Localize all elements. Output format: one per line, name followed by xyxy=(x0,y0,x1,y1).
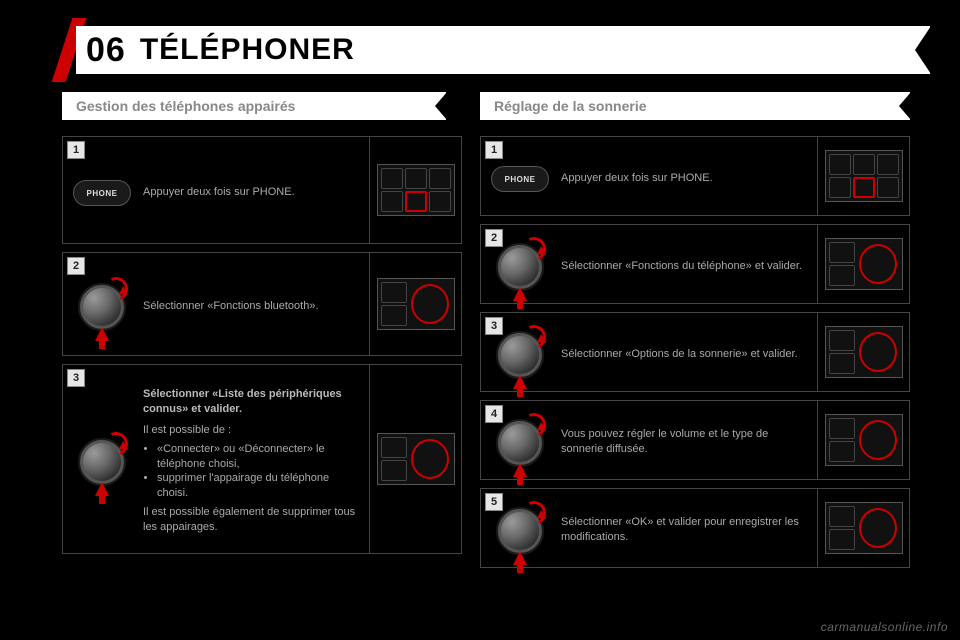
panel-thumbnail xyxy=(825,502,903,554)
step-text: Vous pouvez régler le volume et le type … xyxy=(559,401,817,479)
panel-thumbnail xyxy=(825,238,903,290)
phone-button-icon: PHONE xyxy=(73,180,131,206)
step-instruction: Appuyer deux fois sur PHONE. xyxy=(143,185,363,200)
step-extra-outro: Il est possible également de supprimer t… xyxy=(143,505,363,535)
step-text: Appuyer deux fois sur PHONE. xyxy=(559,137,817,215)
left-step-1: 1 PHONE Appuyer deux fois sur PHONE. xyxy=(62,136,462,244)
step-instruction: Vous pouvez régler le volume et le type … xyxy=(561,427,811,457)
step-bullets: «Connecter» ou «Déconnecter» le téléphon… xyxy=(157,442,363,501)
bullet: supprimer l'appairage du téléphone chois… xyxy=(157,471,363,501)
highlight-knob-icon xyxy=(411,439,449,479)
step-instruction: Appuyer deux fois sur PHONE. xyxy=(561,171,811,186)
step-instruction: Sélectionner «Fonctions bluetooth». xyxy=(143,299,363,314)
thumb-cell xyxy=(817,401,909,479)
step-instruction: Sélectionner «OK» et valider pour enregi… xyxy=(561,515,811,545)
right-step-5: 5 Sélectionner «OK» et valider pour enre… xyxy=(480,488,910,568)
step-text: Appuyer deux fois sur PHONE. xyxy=(141,137,369,243)
highlight-knob-icon xyxy=(859,508,897,548)
panel-thumbnail xyxy=(377,433,455,485)
thumb-cell xyxy=(817,489,909,567)
step-instruction: Sélectionner «Fonctions du téléphone» et… xyxy=(561,259,811,274)
step-text: Sélectionner «OK» et valider pour enregi… xyxy=(559,489,817,567)
left-step-2: 2 Sélectionner «Fonctions bluetooth». xyxy=(62,252,462,356)
title-bar: 06 TÉLÉPHONER xyxy=(76,26,930,74)
step-number: 1 xyxy=(485,141,503,159)
panel-thumbnail xyxy=(825,326,903,378)
section-number: 06 xyxy=(86,31,126,70)
rotary-knob-icon xyxy=(78,438,126,486)
subtitle-left: Gestion des téléphones appairés xyxy=(62,92,446,120)
watermark: carmanualsonline.info xyxy=(821,620,948,634)
highlight-knob-icon xyxy=(859,420,897,460)
rotary-knob-icon xyxy=(496,507,544,555)
rotary-knob-icon xyxy=(496,331,544,379)
thumb-cell xyxy=(817,137,909,215)
panel-thumbnail xyxy=(377,164,455,216)
step-extra-intro: Il est possible de : xyxy=(143,423,363,438)
rotary-knob-icon xyxy=(496,419,544,467)
step-text: Sélectionner «Options de la sonnerie» et… xyxy=(559,313,817,391)
panel-thumbnail xyxy=(825,150,903,202)
subtitle-right: Réglage de la sonnerie xyxy=(480,92,910,120)
highlight-rect-icon xyxy=(853,177,875,198)
right-step-3: 3 Sélectionner «Options de la sonnerie» … xyxy=(480,312,910,392)
right-step-2: 2 Sélectionner «Fonctions du téléphone» … xyxy=(480,224,910,304)
thumb-cell xyxy=(369,365,461,553)
step-instruction: Sélectionner «Liste des périphériques co… xyxy=(143,387,363,417)
control-cell xyxy=(63,365,141,553)
phone-button-icon: PHONE xyxy=(491,166,549,192)
thumb-cell xyxy=(817,313,909,391)
bullet: «Connecter» ou «Déconnecter» le téléphon… xyxy=(157,442,363,472)
step-text: Sélectionner «Liste des périphériques co… xyxy=(141,365,369,553)
highlight-rect-icon xyxy=(405,191,427,212)
rotary-knob-icon xyxy=(78,283,126,331)
highlight-knob-icon xyxy=(859,332,897,372)
step-number: 3 xyxy=(67,369,85,387)
highlight-knob-icon xyxy=(859,244,897,284)
step-number: 1 xyxy=(67,141,85,159)
rotary-knob-icon xyxy=(496,243,544,291)
thumb-cell xyxy=(369,253,461,355)
thumb-cell xyxy=(817,225,909,303)
panel-thumbnail xyxy=(377,278,455,330)
left-column: 1 PHONE Appuyer deux fois sur PHONE. 2 xyxy=(62,136,462,620)
step-number: 2 xyxy=(67,257,85,275)
left-step-3: 3 Sélectionner «Liste des périphériques … xyxy=(62,364,462,554)
right-column: 1 PHONE Appuyer deux fois sur PHONE. 2 xyxy=(480,136,910,620)
page: 06 TÉLÉPHONER Gestion des téléphones app… xyxy=(0,0,960,640)
step-text: Sélectionner «Fonctions du téléphone» et… xyxy=(559,225,817,303)
step-text: Sélectionner «Fonctions bluetooth». xyxy=(141,253,369,355)
thumb-cell xyxy=(369,137,461,243)
right-step-4: 4 Vous pouvez régler le volume et le typ… xyxy=(480,400,910,480)
right-step-1: 1 PHONE Appuyer deux fois sur PHONE. xyxy=(480,136,910,216)
step-instruction: Sélectionner «Options de la sonnerie» et… xyxy=(561,347,811,362)
section-title: TÉLÉPHONER xyxy=(140,33,355,67)
panel-thumbnail xyxy=(825,414,903,466)
highlight-knob-icon xyxy=(411,284,449,324)
